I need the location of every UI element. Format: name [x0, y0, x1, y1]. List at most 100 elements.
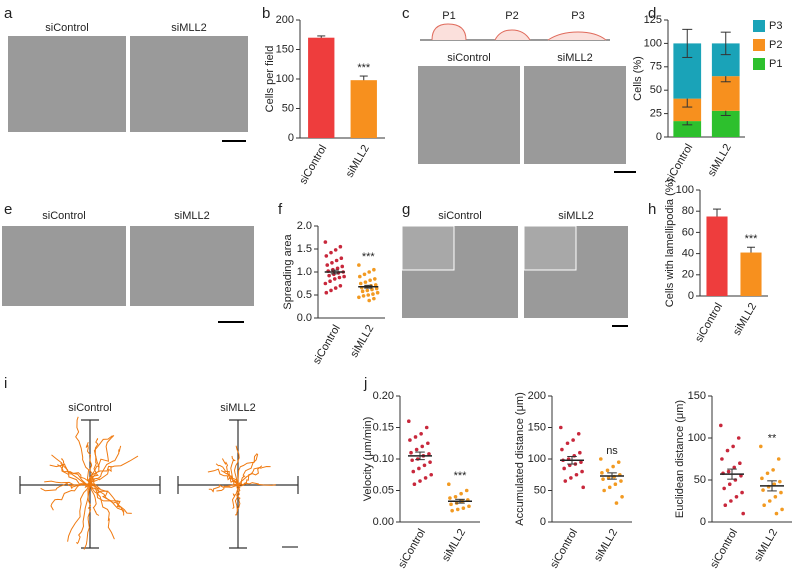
y-tick-label: 75 — [650, 61, 662, 73]
image-label: siControl — [42, 210, 85, 222]
image-label: siMLL2 — [557, 52, 592, 64]
panel-letter: h — [648, 201, 656, 218]
legend-label: P2 — [769, 39, 782, 51]
data-point — [410, 458, 414, 463]
error-bar — [767, 480, 777, 492]
significance: *** — [362, 251, 376, 263]
data-point — [423, 476, 428, 480]
schematic-cell — [431, 23, 467, 41]
data-point — [325, 263, 330, 267]
image-label: siControl — [438, 210, 481, 222]
cell-track — [233, 445, 240, 486]
data-point — [455, 507, 460, 512]
data-point — [579, 460, 583, 464]
data-point — [413, 435, 418, 439]
error-bar — [364, 284, 373, 289]
data-point — [360, 289, 365, 294]
data-point — [418, 479, 422, 483]
data-point — [409, 450, 413, 455]
cell-track — [89, 484, 115, 540]
y-tick-label: 150 — [688, 390, 706, 402]
micrograph — [418, 66, 520, 164]
data-point — [771, 468, 775, 472]
data-point — [602, 488, 606, 493]
data-point — [569, 476, 573, 480]
data-point — [776, 457, 781, 461]
data-point — [779, 490, 783, 495]
data-point — [357, 263, 361, 267]
data-point — [333, 248, 338, 252]
legend-label: P3 — [769, 20, 782, 32]
data-point — [765, 471, 770, 476]
data-point — [324, 254, 329, 258]
schematic-cell — [547, 31, 607, 41]
data-point — [365, 288, 370, 293]
data-point — [453, 495, 458, 499]
cell-track — [75, 416, 91, 486]
cell-track — [89, 484, 119, 505]
data-point — [562, 466, 566, 471]
inset — [401, 225, 455, 271]
schematic-label: P1 — [442, 10, 455, 22]
micrograph — [130, 226, 254, 306]
y-axis-label: Cells (%) — [632, 56, 644, 101]
data-point — [620, 495, 624, 499]
y-tick-label: 100 — [688, 432, 706, 444]
data-point — [447, 482, 451, 487]
data-point — [426, 441, 430, 446]
panel-letter: f — [278, 201, 283, 218]
data-point — [774, 511, 779, 516]
data-point — [375, 290, 380, 295]
data-point — [600, 471, 604, 475]
data-point — [464, 488, 469, 493]
schematic-label: P2 — [505, 10, 518, 22]
data-point — [738, 461, 742, 466]
y-tick-label: 0 — [540, 516, 546, 528]
y-axis-label: Spreading area — [282, 234, 294, 310]
image-label: siMLL2 — [558, 210, 593, 222]
y-tick-label: 0 — [700, 516, 706, 528]
micrograph — [2, 226, 126, 306]
data-point — [323, 240, 328, 244]
bar — [706, 216, 728, 296]
error-bar — [415, 451, 425, 461]
cell-track — [221, 458, 239, 486]
error-bar — [567, 455, 577, 465]
micrograph — [130, 36, 248, 132]
y-tick-label: 2.0 — [297, 220, 312, 232]
data-point — [358, 274, 362, 279]
y-tick-label: 0.5 — [297, 289, 312, 301]
data-point — [324, 290, 329, 295]
data-point — [559, 425, 563, 430]
data-point — [731, 444, 735, 449]
data-point — [328, 279, 332, 284]
image-label: siControl — [68, 402, 111, 414]
cell-track — [89, 435, 115, 486]
panel-letter: c — [402, 5, 410, 22]
bar — [740, 252, 762, 296]
significance: *** — [454, 470, 468, 482]
cell-track — [57, 464, 91, 486]
y-tick-label: 0.20 — [373, 390, 394, 402]
data-point — [407, 419, 411, 424]
legend-swatch — [753, 58, 765, 70]
y-tick-label: 125 — [644, 14, 662, 26]
data-point — [372, 296, 376, 301]
cell-track — [208, 484, 239, 493]
data-point — [450, 508, 454, 513]
significance: ns — [606, 445, 618, 457]
data-point — [373, 277, 377, 281]
data-point — [607, 485, 612, 490]
data-point — [563, 479, 568, 483]
data-point — [739, 474, 743, 478]
schematic-label: P3 — [571, 10, 584, 22]
data-point — [339, 256, 344, 261]
panel-letter: g — [402, 201, 410, 218]
data-point — [327, 273, 331, 278]
data-point — [613, 482, 618, 487]
y-axis-label: Accumulated distance (μm) — [514, 392, 526, 526]
data-point — [619, 479, 623, 483]
data-point — [578, 450, 582, 455]
cell-track — [83, 484, 92, 550]
data-point — [726, 469, 731, 474]
